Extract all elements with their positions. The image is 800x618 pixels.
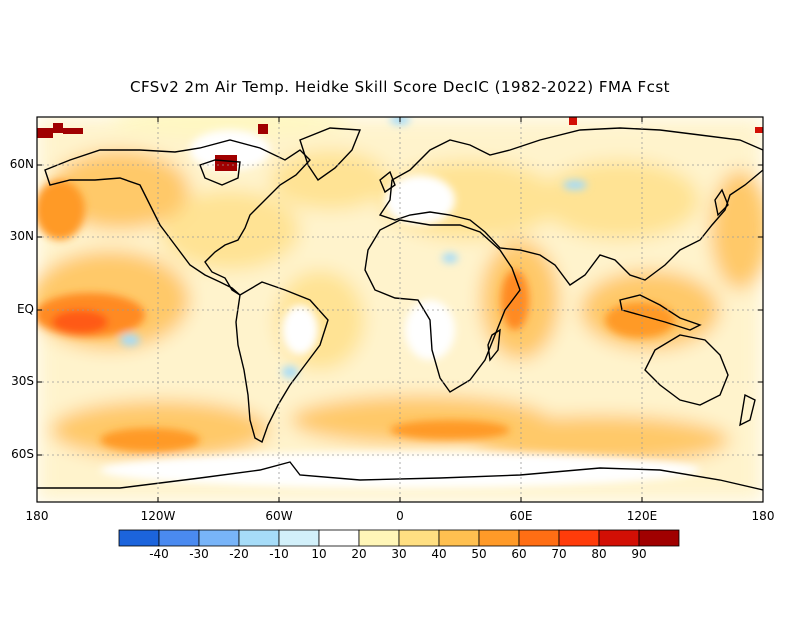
lon-label-60e: 60E [509,509,533,523]
axis-ticks [37,117,763,502]
colorbar-label: -40 [149,547,169,561]
plot-title: CFSv2 2m Air Temp. Heidke Skill Score De… [129,78,671,96]
africa-coast [364,219,521,393]
graticule [37,117,763,502]
britain-coast [379,170,396,194]
colorbar-label: 40 [431,547,447,561]
lat-label-60s: 60S [11,447,34,461]
lat-label-30s: 30S [11,374,34,388]
colorbar-label: 70 [551,547,567,561]
coastlines [37,127,763,491]
lon-label-180w: 180 [25,509,49,523]
colorbar-label: 50 [471,547,487,561]
indonesia-coast [619,294,702,331]
colorbar-label: 10 [311,547,327,561]
colorbar-label: 80 [591,547,607,561]
extreme-skill-cells [37,117,763,171]
north-america-coast [44,139,311,296]
eurasia-coast [378,127,763,286]
lat-label-30n: 30N [9,229,34,243]
colorbar-label: -30 [189,547,209,561]
antarctica-coast [37,461,763,491]
south-america-coast [235,281,329,444]
colorbar-label: 30 [391,547,407,561]
colorbar-label: -10 [269,547,289,561]
colorbar-label: 20 [351,547,367,561]
australia-coast [644,334,729,406]
lon-label-0: 0 [396,509,404,523]
new-zealand-coast [739,393,756,427]
colorbar-label: 90 [631,547,647,561]
lon-label-120e: 120E [626,509,658,523]
colorbar-label: 60 [511,547,527,561]
greenland-coast [299,127,362,181]
hudson-bay [199,159,241,186]
lat-label-eq: EQ [16,302,34,316]
lon-label-60w: 60W [265,509,293,523]
lat-label-60n: 60N [9,157,34,171]
madagascar-coast [487,328,501,362]
lon-label-120w: 120W [140,509,176,523]
lon-label-180e: 180 [751,509,775,523]
colorbar-label: -20 [229,547,249,561]
japan-coast [714,188,729,217]
